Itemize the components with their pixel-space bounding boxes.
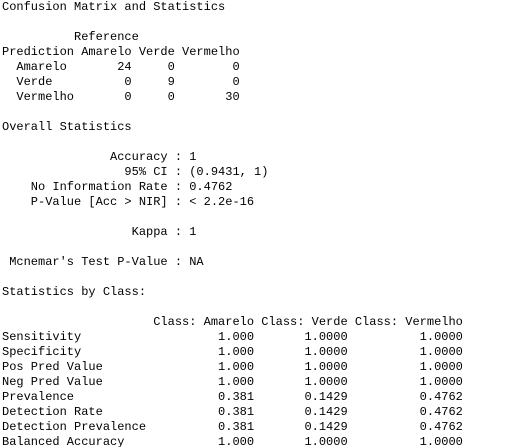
mcnemar-test-line: Mcnemar's Test P-Value : NA [2, 255, 204, 269]
class-stats-row-pos-pred-value: Pos Pred Value 1.000 1.0000 1.0000 [2, 360, 463, 374]
class-stats-row-neg-pred-value: Neg Pred Value 1.000 1.0000 1.0000 [2, 375, 463, 389]
class-stats-row-specificity: Specificity 1.000 1.0000 1.0000 [2, 345, 463, 359]
confusion-matrix-row-amarelo: Amarelo 24 0 0 [2, 60, 240, 74]
statistics-by-class-heading: Statistics by Class: [2, 285, 147, 299]
confusion-matrix-reference-header: Reference [2, 30, 139, 44]
confusion-matrix-column-header: Prediction Amarelo Verde Vermelho [2, 45, 240, 59]
no-information-rate-line: No Information Rate : 0.4762 [2, 180, 233, 194]
output-blank-line [0, 270, 517, 285]
output-blank-line [0, 135, 517, 150]
confidence-interval-line: 95% CI : (0.9431, 1) [2, 165, 269, 179]
p-value-line: P-Value [Acc > NIR] : < 2.2e-16 [2, 195, 255, 209]
output-blank-line [0, 240, 517, 255]
class-stats-row-prevalence: Prevalence 0.381 0.1429 0.4762 [2, 390, 463, 404]
confusion-matrix-row-vermelho: Vermelho 0 0 30 [2, 90, 240, 104]
class-stats-row-detection-prevalence: Detection Prevalence 0.381 0.1429 0.4762 [2, 420, 463, 434]
output-blank-line [0, 105, 517, 120]
class-stats-row-sensitivity: Sensitivity 1.000 1.0000 1.0000 [2, 330, 463, 344]
class-stats-row-detection-rate: Detection Rate 0.381 0.1429 0.4762 [2, 405, 463, 419]
output-blank-line [0, 210, 517, 225]
confusion-matrix-row-verde: Verde 0 9 0 [2, 75, 240, 89]
class-stats-column-header: Class: Amarelo Class: Verde Class: Verme… [2, 315, 463, 329]
output-blank-line [0, 15, 517, 30]
kappa-line: Kappa : 1 [2, 225, 197, 239]
overall-statistics-heading: Overall Statistics [2, 120, 132, 134]
accuracy-line: Accuracy : 1 [2, 150, 197, 164]
class-stats-row-balanced-accuracy: Balanced Accuracy 1.000 1.0000 1.0000 [2, 435, 463, 447]
output-blank-line [0, 300, 517, 315]
output-title: Confusion Matrix and Statistics [2, 0, 226, 14]
